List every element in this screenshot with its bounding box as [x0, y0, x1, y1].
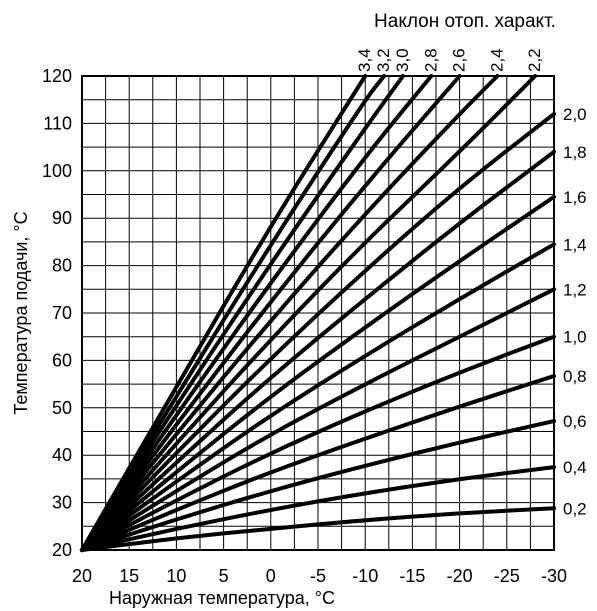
x-tick-label: -25: [494, 566, 520, 586]
x-tick-label: 5: [219, 566, 229, 586]
slope-label: 1,6: [563, 188, 587, 207]
curve-line: [80, 74, 387, 552]
x-tick-label: 15: [119, 566, 139, 586]
curve-line: [80, 111, 556, 552]
series-group: [80, 74, 556, 552]
slope-label: 1,2: [563, 280, 587, 299]
y-tick-label: 120: [42, 66, 72, 86]
curve-line: [80, 74, 538, 552]
x-tick-label: -5: [310, 566, 326, 586]
slope-label: 0,6: [563, 412, 587, 431]
slope-label: 1,8: [563, 143, 587, 162]
curve-line: [80, 74, 500, 552]
y-tick-label: 60: [52, 350, 72, 370]
curve-line: [80, 334, 556, 552]
curve-line: [80, 465, 556, 552]
slope-label: 2,0: [563, 105, 587, 124]
y-tick-label: 90: [52, 208, 72, 228]
slope-label: 2,2: [525, 48, 544, 72]
slope-label: 3,2: [374, 48, 393, 72]
y-tick-label: 40: [52, 445, 72, 465]
curve-line: [80, 419, 556, 552]
slope-label: 1,0: [563, 328, 587, 347]
y-tick-label: 30: [52, 493, 72, 513]
slope-label: 1,4: [563, 235, 587, 254]
slope-labels: 0,2 0,4 0,6 0,8 1,0 1,2 1,4 1,6 1,8 2,0 2,2 2,4 2,6 2…: [355, 48, 586, 518]
x-tick-label: -30: [541, 566, 567, 586]
curve-line: [80, 74, 434, 552]
slope-label: 0,2: [563, 499, 587, 518]
slope-label: 3,0: [393, 48, 412, 72]
slope-label: 3,4: [355, 48, 374, 72]
slope-label: 2,6: [450, 48, 469, 72]
y-tick-label: 50: [52, 398, 72, 418]
y-tick-label: 100: [42, 161, 72, 181]
y-tick-label: 80: [52, 256, 72, 276]
curve-line: [80, 506, 556, 552]
x-axis-label: Наружная температура, °C: [109, 588, 335, 608]
x-tick-label: 10: [166, 566, 186, 586]
slope-label: 0,4: [563, 458, 587, 477]
plot-frame: [81, 75, 555, 551]
curve-line: [80, 149, 556, 552]
y-tick-labels: 20 30 40 50 60 70 80 90 100 110 120: [42, 66, 72, 560]
y-tick-label: 70: [52, 303, 72, 323]
x-tick-label: -20: [447, 566, 473, 586]
curve-line: [80, 287, 556, 552]
x-tick-label: -15: [399, 566, 425, 586]
curve-line: [80, 74, 368, 552]
x-tick-label: -10: [352, 566, 378, 586]
curve-line: [80, 242, 556, 552]
curve-line: [80, 74, 405, 552]
slope-label: 2,8: [421, 48, 440, 72]
curve-line: [80, 194, 556, 552]
slope-label: 0,8: [563, 367, 587, 386]
y-axis-label: Температура подачи, °C: [11, 211, 31, 414]
y-tick-label: 20: [52, 540, 72, 560]
curve-line: [80, 74, 462, 552]
curve-line: [80, 374, 556, 552]
slope-label: 2,4: [487, 48, 506, 72]
y-tick-label: 110: [43, 113, 72, 133]
chart-title: Наклон отоп. характ.: [374, 11, 556, 32]
x-tick-label: 0: [266, 566, 276, 586]
x-tick-labels: 20 15 10 5 0 -5 -10 -15 -20 -25 -30: [72, 566, 567, 586]
x-tick-label: 20: [72, 566, 92, 586]
